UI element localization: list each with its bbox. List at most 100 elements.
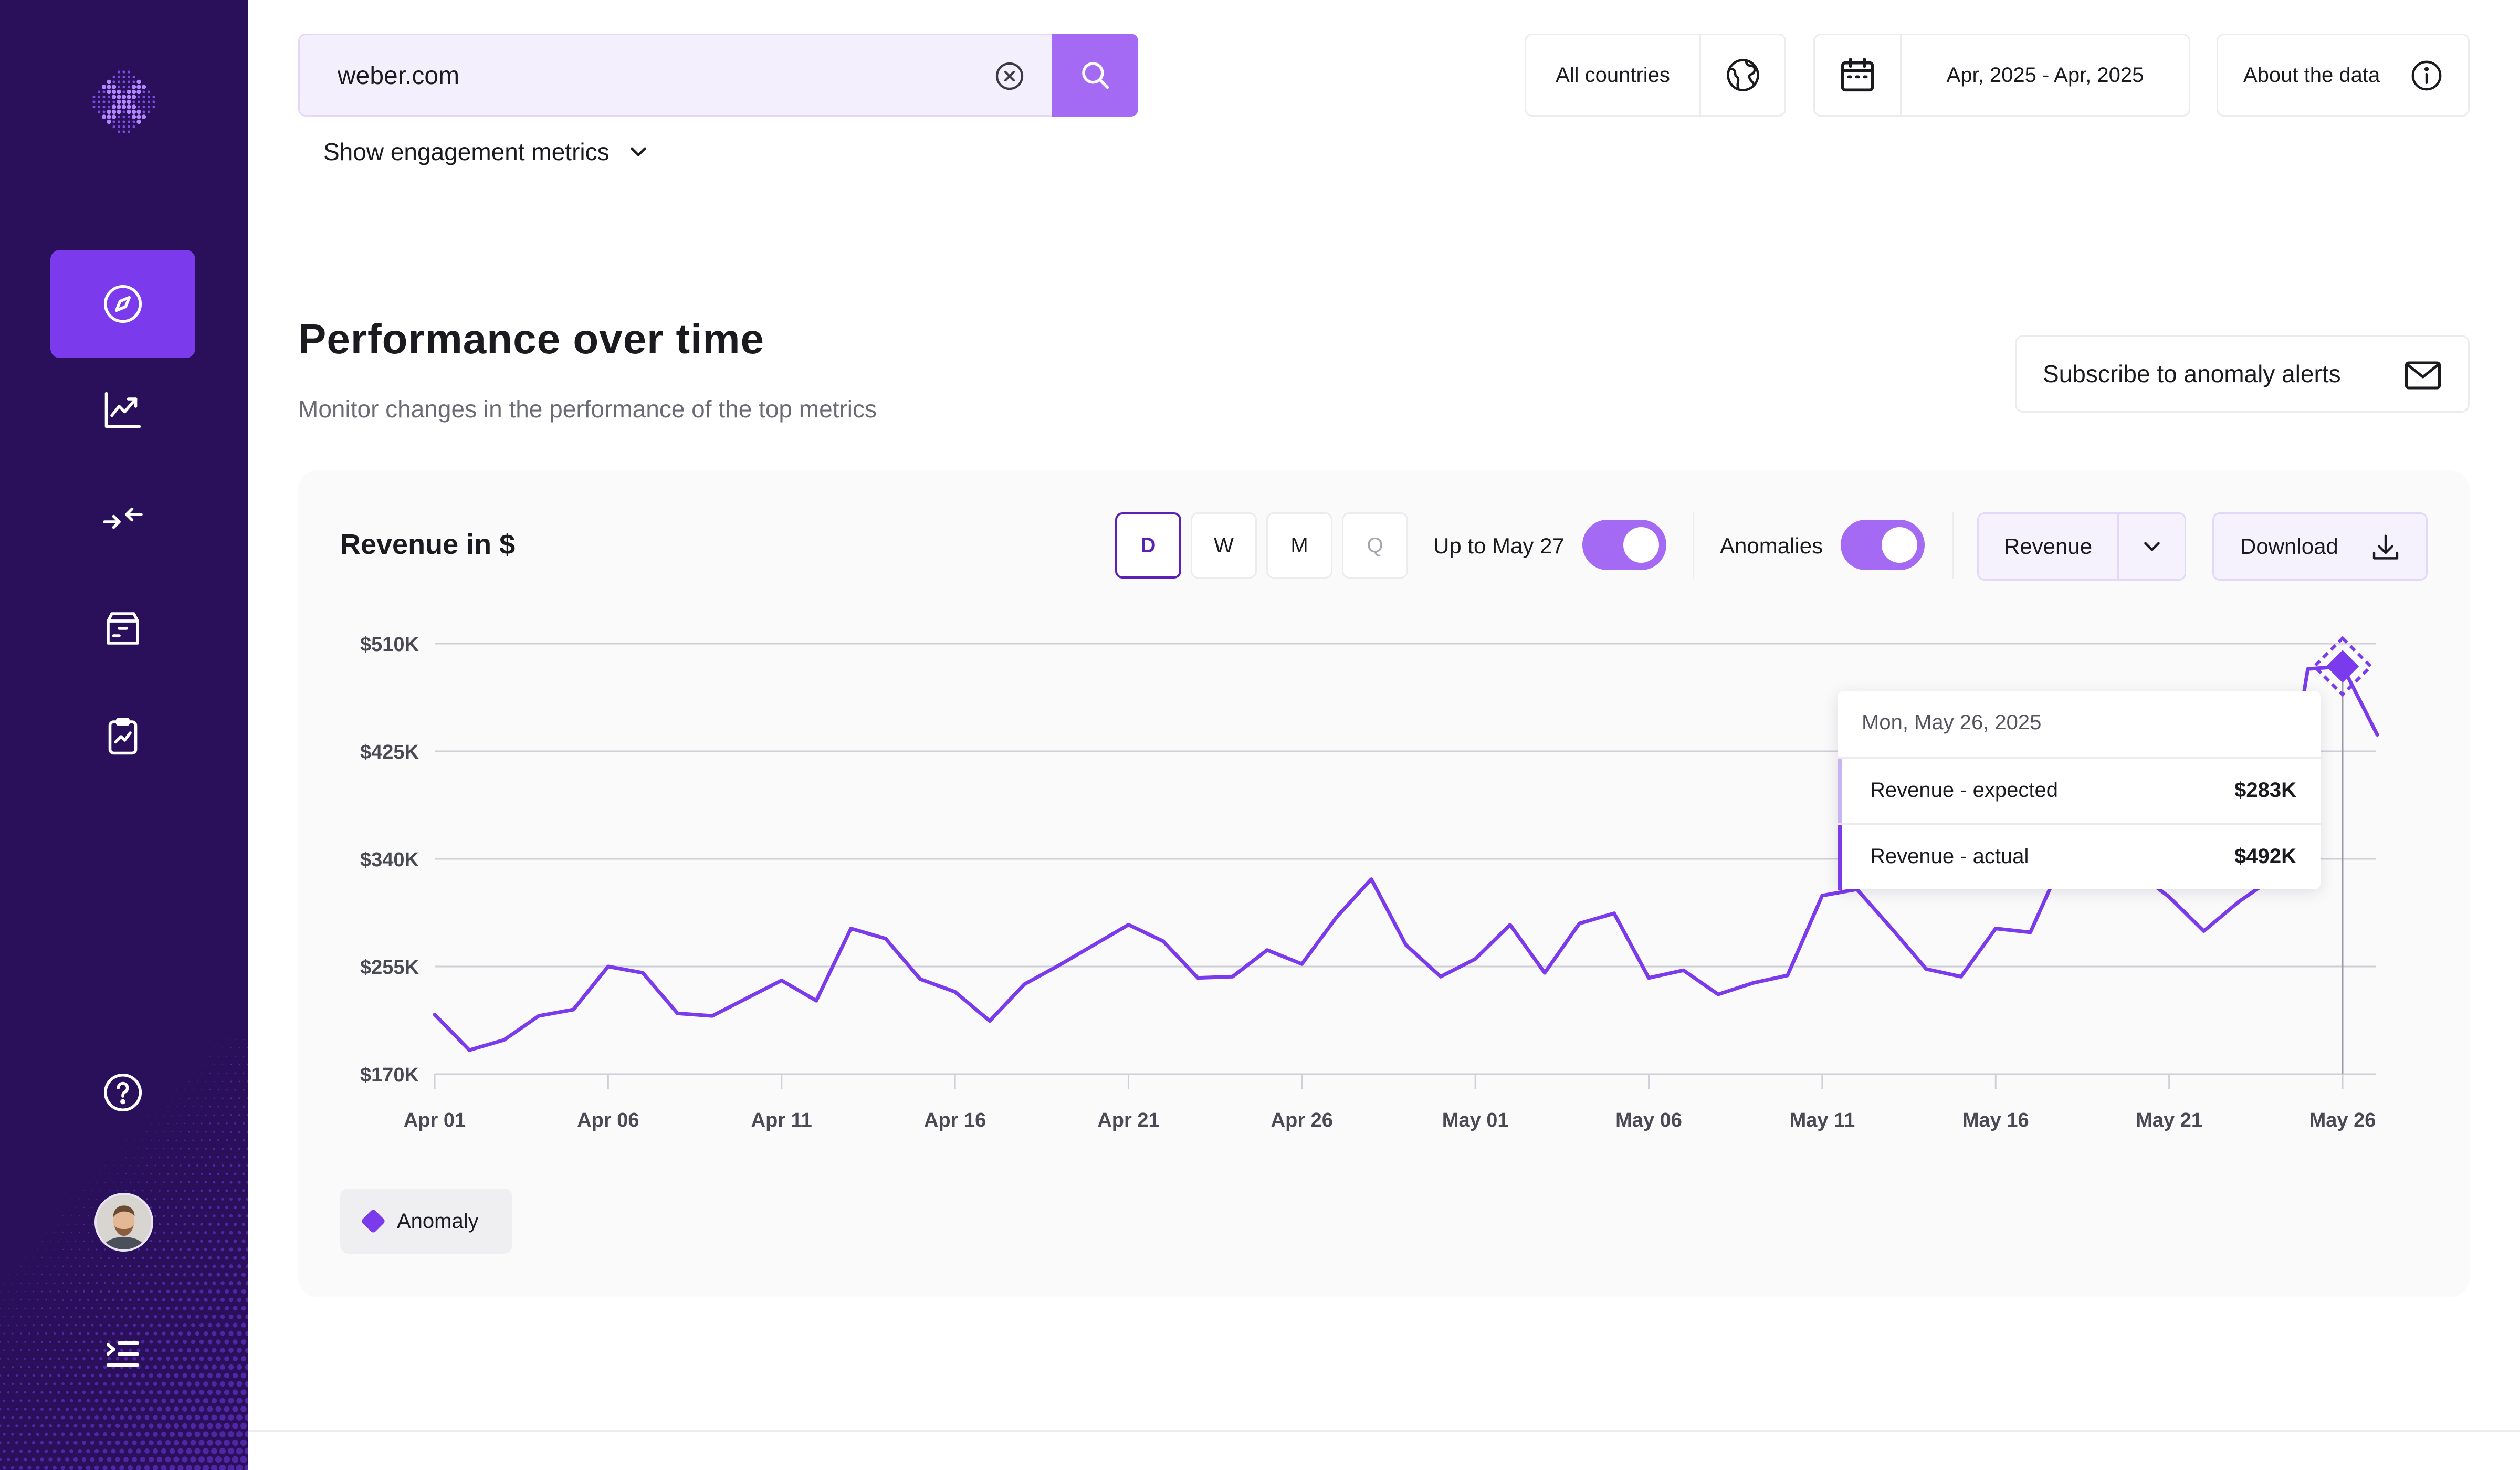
- metric-select[interactable]: Revenue: [1977, 512, 2186, 581]
- sidebar-dot: [179, 1248, 182, 1251]
- sidebar-dot: [166, 1340, 170, 1344]
- sidebar-dot: [226, 1122, 228, 1125]
- sidebar-dot: [175, 1189, 178, 1192]
- avatar[interactable]: [94, 1193, 153, 1252]
- chevron-down-icon: [630, 147, 646, 156]
- sidebar-dot: [153, 1298, 158, 1302]
- sidebar-dot: [220, 1331, 225, 1336]
- sidebar-dot: [186, 1398, 192, 1403]
- logo-dot: [117, 125, 121, 129]
- sidebar-dot: [234, 1172, 237, 1175]
- sidebar-dot: [200, 1306, 204, 1310]
- sidebar-dot: [75, 1290, 77, 1293]
- sidebar-dot: [52, 1432, 57, 1436]
- logo-dot: [112, 75, 116, 79]
- sidebar-item-help[interactable]: [50, 1038, 195, 1147]
- frequency-q-button[interactable]: Q: [1342, 512, 1408, 579]
- sidebar-dot: [141, 1373, 145, 1378]
- sidebar-dot: [145, 1315, 149, 1319]
- subscribe-alerts-button[interactable]: Subscribe to anomaly alerts: [2015, 335, 2470, 413]
- sidebar-dot: [104, 1182, 106, 1183]
- x-tick-label: Apr 01: [404, 1109, 466, 1131]
- sidebar-dot: [49, 1290, 51, 1293]
- sidebar-dot: [150, 1240, 153, 1243]
- sidebar-dot: [102, 1465, 108, 1470]
- country-filter[interactable]: All countries: [1525, 34, 1786, 117]
- sidebar-dot: [196, 1214, 199, 1217]
- sidebar-dot: [138, 1181, 140, 1183]
- sidebar-dot: [44, 1466, 48, 1470]
- logo-dot: [111, 94, 117, 99]
- sidebar-dot: [170, 1398, 175, 1403]
- sidebar-dot: [145, 1365, 149, 1369]
- sidebar-dot: [54, 1215, 55, 1216]
- anomaly-marker[interactable]: [2312, 636, 2373, 697]
- sidebar-dot: [246, 1147, 248, 1150]
- sidebar-dot: [113, 1165, 114, 1166]
- search-input[interactable]: weber.com: [338, 62, 460, 90]
- metric-select-label: Revenue: [2003, 534, 2093, 559]
- search-button[interactable]: [1052, 34, 1138, 117]
- sidebar-dot: [149, 1340, 153, 1344]
- y-tick-label: $170K: [360, 1064, 419, 1086]
- frequency-q-label: Q: [1367, 533, 1383, 557]
- sidebar-dot: [242, 1122, 245, 1125]
- sidebar-dot: [133, 1273, 136, 1276]
- sidebar-dot: [119, 1415, 124, 1420]
- sidebar-dot: [175, 1139, 177, 1141]
- sidebar-dot: [87, 1232, 89, 1234]
- sidebar-dot: [156, 1440, 163, 1446]
- sidebar-dot: [182, 1390, 187, 1395]
- sidebar-dot: [229, 1147, 233, 1150]
- sidebar-dot: [153, 1331, 158, 1336]
- sidebar-dot: [166, 1323, 170, 1327]
- sidebar-item-compare[interactable]: [50, 464, 195, 572]
- chart-legend[interactable]: Anomaly: [340, 1189, 512, 1254]
- sidebar-dot: [111, 1415, 116, 1420]
- sidebar-dot: [99, 1324, 102, 1327]
- sidebar-item-trends[interactable]: [50, 356, 195, 464]
- sidebar-dot: [94, 1399, 99, 1403]
- up-to-toggle[interactable]: [1582, 520, 1666, 570]
- sidebar-dot: [153, 1381, 158, 1387]
- download-button[interactable]: Download: [2212, 512, 2428, 581]
- frequency-w-button[interactable]: W: [1191, 512, 1257, 579]
- sidebar-dot: [209, 1073, 211, 1074]
- sidebar-dot: [205, 1131, 207, 1133]
- date-range-picker[interactable]: Apr, 2025 - Apr, 2025: [1813, 34, 2190, 117]
- show-engagement-toggle[interactable]: Show engagement metrics: [323, 138, 652, 166]
- logo-dot: [127, 80, 131, 83]
- logo-dot: [107, 114, 111, 119]
- sidebar-dot: [229, 1181, 233, 1184]
- sidebar-dot: [224, 1440, 230, 1446]
- sidebar-dot: [121, 1181, 123, 1183]
- sidebar-dot: [107, 1423, 112, 1429]
- tooltip-label: Revenue - expected: [1870, 779, 2059, 802]
- sidebar-dot: [225, 1206, 228, 1209]
- sidebar-dot: [40, 1357, 44, 1360]
- anomalies-toggle[interactable]: [1841, 520, 1925, 570]
- logo-dot: [136, 119, 141, 124]
- sidebar-dot: [67, 1224, 68, 1225]
- about-data-button[interactable]: About the data: [2217, 34, 2470, 117]
- sidebar-dot: [128, 1398, 133, 1403]
- sidebar-dot: [82, 1424, 86, 1428]
- sidebar-dot: [137, 1248, 140, 1251]
- frequency-d-button[interactable]: D: [1115, 512, 1181, 579]
- user-avatar-icon: [97, 1195, 151, 1250]
- sidebar-dot: [200, 1289, 204, 1294]
- sidebar-dot: [10, 1466, 15, 1470]
- sidebar-dot: [49, 1357, 52, 1360]
- sidebar-dot: [94, 1365, 99, 1369]
- sidebar-dot: [95, 1332, 98, 1335]
- sidebar-dot: [162, 1331, 166, 1336]
- sidebar-item-explore[interactable]: [50, 250, 195, 358]
- sidebar-collapse-toggle[interactable]: [50, 1300, 195, 1408]
- search-field[interactable]: weber.com: [298, 34, 1138, 117]
- sidebar-item-products[interactable]: [50, 574, 195, 682]
- sidebar-dot: [203, 1448, 209, 1454]
- sidebar-item-reports[interactable]: [50, 682, 195, 791]
- sidebar-dot: [44, 1415, 48, 1420]
- clear-icon[interactable]: [993, 59, 1026, 93]
- frequency-m-button[interactable]: M: [1266, 512, 1332, 579]
